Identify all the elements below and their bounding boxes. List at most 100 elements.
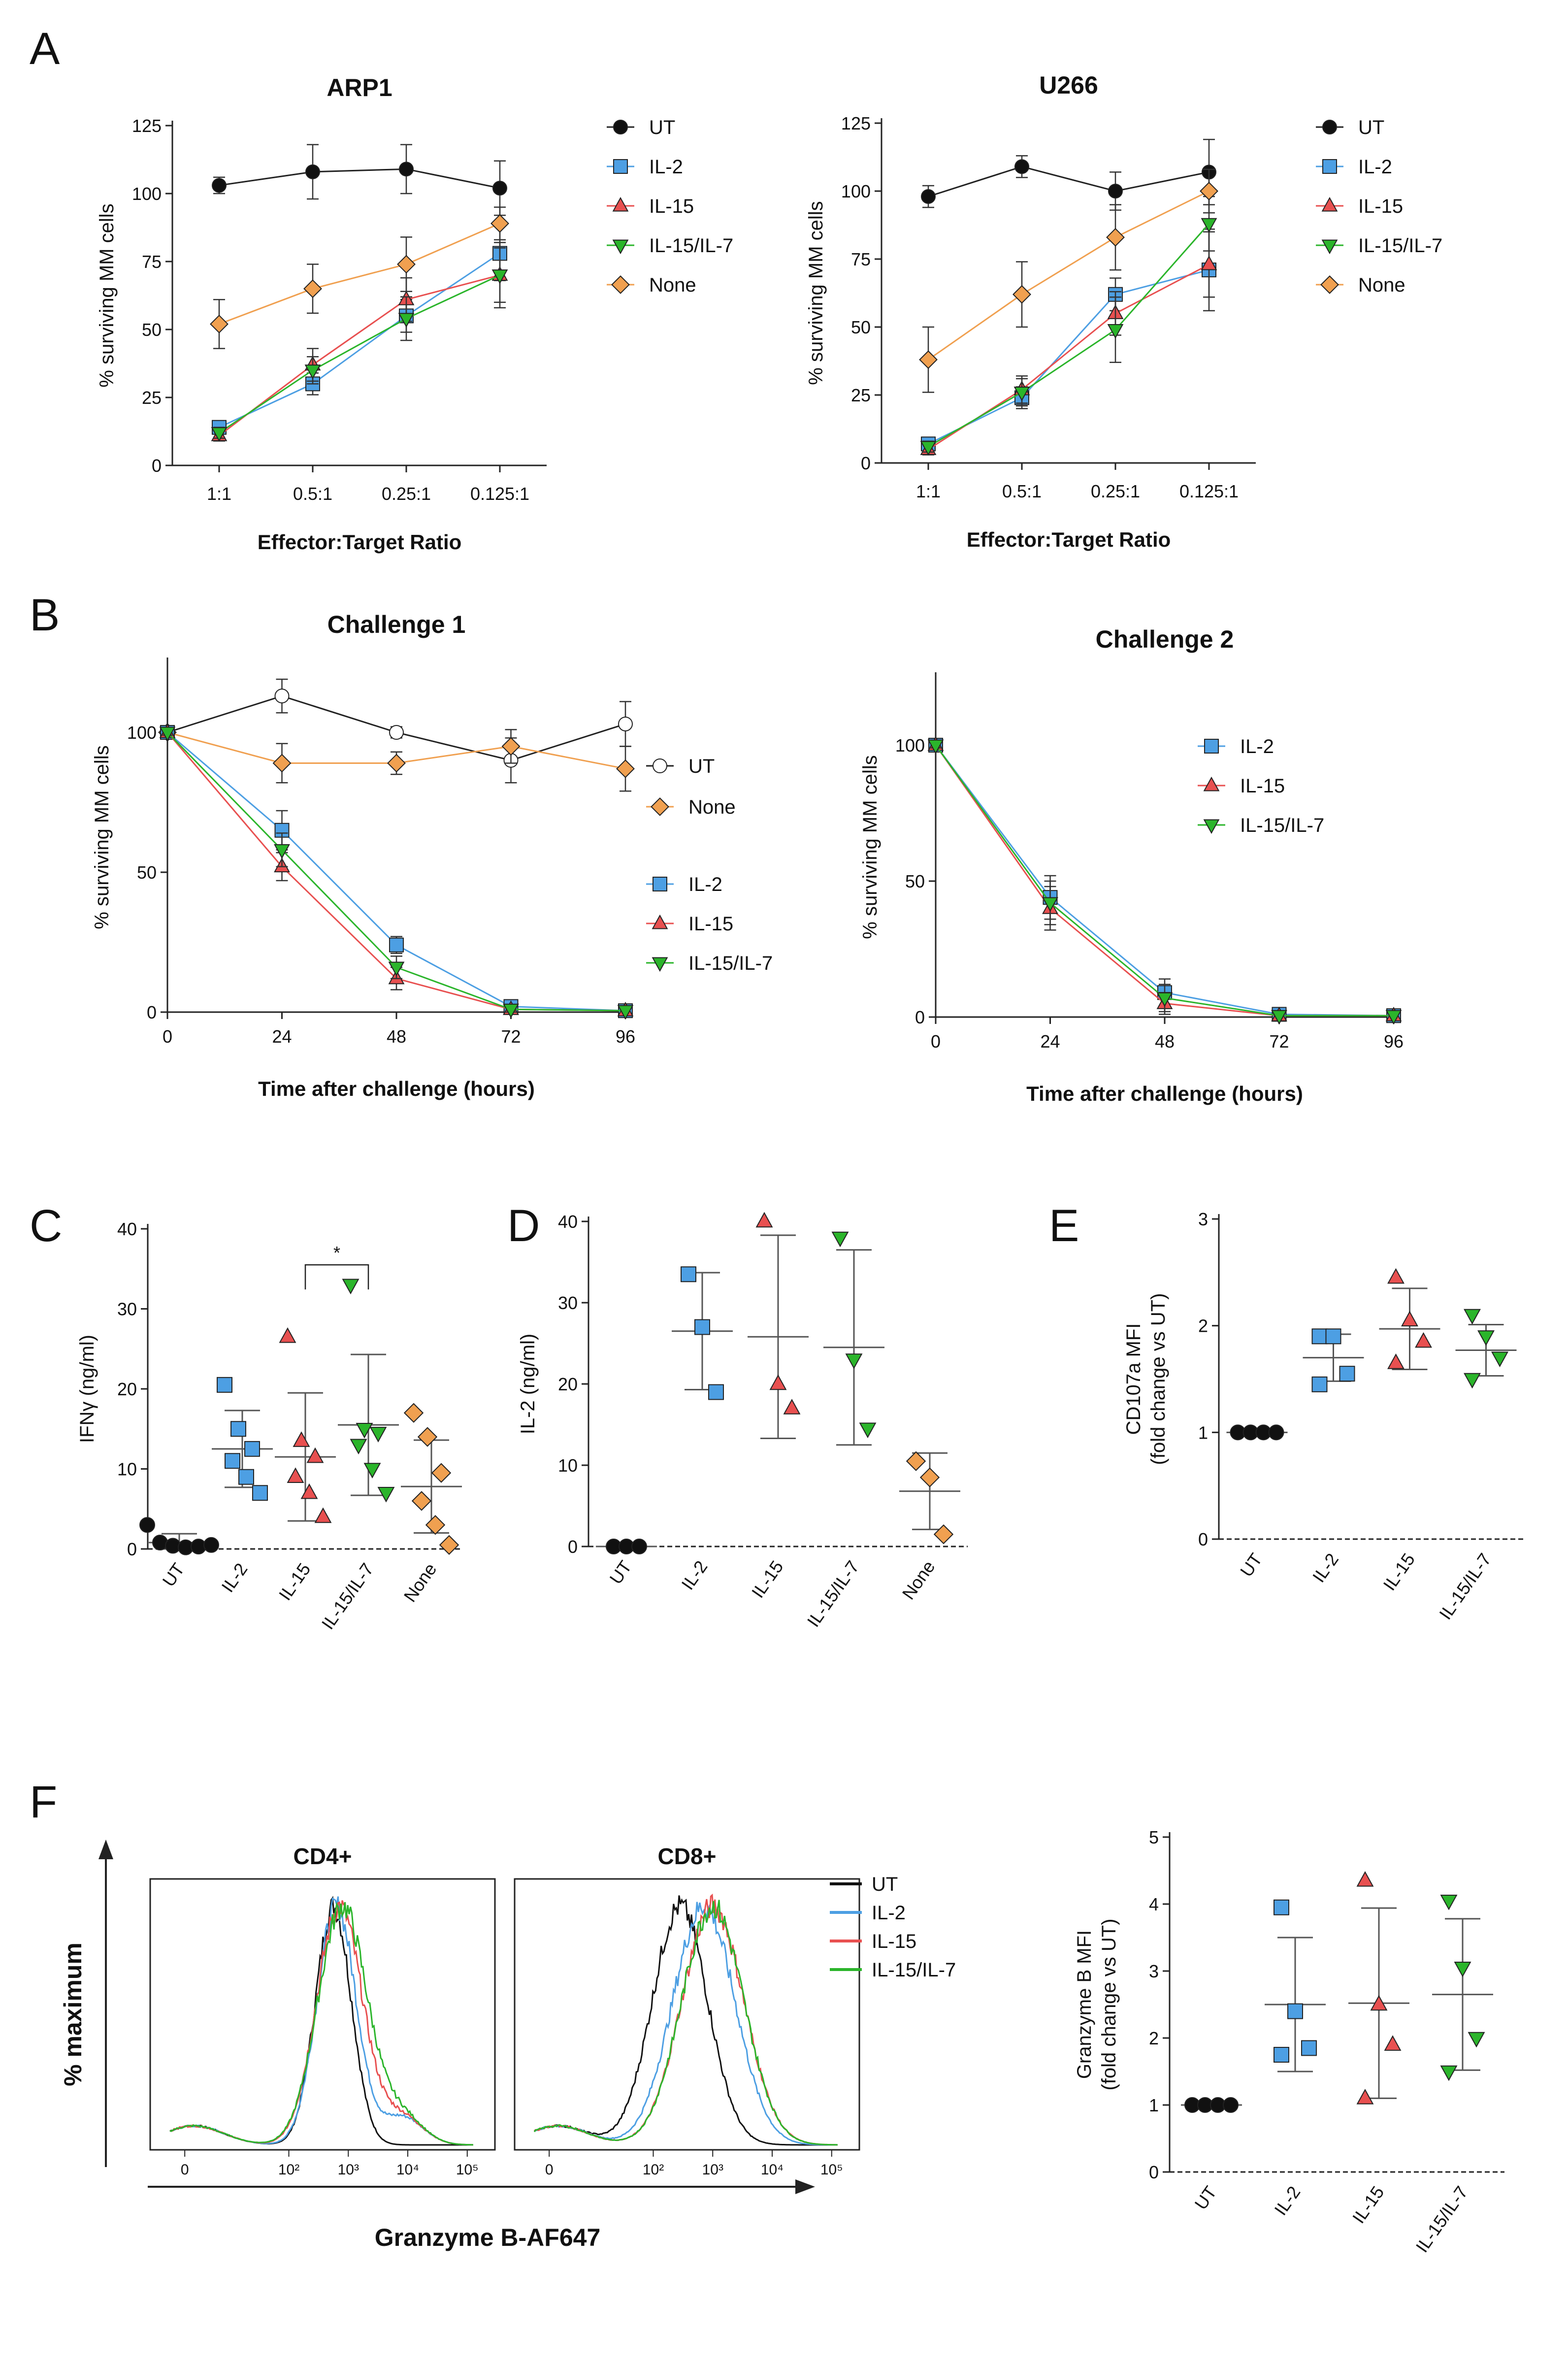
- legend-marker-il-15: [612, 197, 629, 212]
- y-tick-label: 30: [117, 1299, 137, 1319]
- x-tick-label: 10⁵: [456, 2162, 479, 2178]
- data-point-il-15: [279, 1327, 296, 1343]
- legend: IL-2 IL-15 IL-15/IL-7: [1198, 736, 1324, 836]
- data-point-ut: [152, 1535, 168, 1550]
- data-point-il-15-il-7: [1201, 218, 1217, 233]
- data-point-none: [1106, 228, 1125, 247]
- data-point-none: [403, 1403, 424, 1423]
- y-tick-label: 100: [127, 723, 157, 743]
- legend-marker-il-15-il-7: [652, 957, 668, 972]
- legend-marker-il-2: [613, 159, 628, 174]
- histogram-cd4: CD4+ 0 10² 10³ 10⁴ 10⁵: [149, 1843, 496, 2178]
- data-point-none: [1013, 285, 1031, 304]
- data-point-il-15-il-7: [1042, 897, 1058, 912]
- series-line-ut: [928, 165, 1209, 197]
- y-tick-label: 20: [558, 1374, 578, 1394]
- y-tick-label: 75: [142, 252, 162, 272]
- panel-letter-f: F: [30, 1777, 57, 1827]
- group-il-15-il-7: [1432, 1894, 1493, 2081]
- x-axis-label: Granzyme B-AF647: [375, 2224, 601, 2251]
- series-ut: [212, 144, 507, 216]
- data-point-il-2: [708, 1384, 724, 1400]
- panel-letter-b: B: [30, 590, 60, 640]
- y-axis-arrow-head: [98, 1840, 113, 1859]
- x-tick-label: 0.125:1: [470, 484, 529, 504]
- y-axis-label: Granzyme B MFI: [1074, 1930, 1095, 2079]
- y-tick-label: 10: [117, 1459, 137, 1480]
- legend: UT None IL-2 IL-15 IL-15/IL-7: [646, 756, 773, 974]
- data-point-il-15-il-7: [920, 441, 937, 456]
- x-tick-label: 0: [931, 1031, 941, 1052]
- histogram-frame: [514, 1878, 860, 2151]
- data-point-il-2: [1274, 2047, 1289, 2063]
- series-line-il-15: [219, 274, 500, 436]
- legend-label-il-15: IL-15: [872, 1931, 916, 1952]
- data-point-il-2: [1339, 1366, 1355, 1382]
- series-il-15-il-7: [927, 739, 1402, 1025]
- data-point-il-2: [1301, 2040, 1317, 2056]
- data-point-il-15-il-7: [369, 1427, 387, 1443]
- data-point-il-2: [1311, 1328, 1328, 1345]
- data-point-il-15-il-7: [617, 1005, 634, 1020]
- x-tick-label: 0.5:1: [1002, 481, 1042, 501]
- data-point-ut: [399, 162, 414, 177]
- legend-label-il-15: IL-15: [649, 196, 694, 217]
- x-tick-label: 72: [1269, 1031, 1289, 1052]
- histogram-title: CD8+: [658, 1843, 717, 1869]
- y-tick-label: 3: [1198, 1209, 1208, 1229]
- data-point-ut: [1223, 2097, 1239, 2113]
- data-point-il-2: [389, 937, 404, 953]
- data-point-none: [397, 255, 416, 274]
- legend-label-ut: UT: [1358, 117, 1384, 138]
- data-point-ut: [212, 178, 227, 193]
- legend-label-ut: UT: [649, 117, 675, 138]
- data-point-il-15-il-7: [859, 1422, 877, 1439]
- y-tick-label: 50: [137, 862, 157, 883]
- x-tick-label: 48: [387, 1026, 406, 1047]
- data-point-il-15-il-7: [1464, 1373, 1481, 1389]
- histogram-line-il-15-il-7: [533, 1900, 838, 2146]
- data-point-il-15-il-7: [274, 844, 290, 859]
- data-point-il-15-il-7: [845, 1353, 863, 1369]
- series-line-il-2: [219, 253, 500, 428]
- series-line-none: [219, 223, 500, 325]
- data-point-il-15-il-7: [831, 1231, 849, 1248]
- data-point-ut: [305, 164, 320, 179]
- legend-label-il-15-il-7: IL-15/IL-7: [872, 1959, 956, 1981]
- data-point-il-15-il-7: [491, 269, 508, 284]
- group-ut: [596, 1539, 657, 1554]
- legend-label-none: None: [649, 274, 696, 296]
- data-point-il-15-il-7: [211, 427, 228, 442]
- group-il-15: [1348, 1871, 1409, 2105]
- y-axis-label-line2: (fold change vs UT): [1147, 1293, 1169, 1465]
- legend-label-il-15-il-7: IL-15/IL-7: [1358, 235, 1442, 257]
- data-point-ut: [618, 716, 633, 731]
- chart-title: ARP1: [327, 74, 392, 101]
- series-none: [158, 723, 635, 792]
- group-il-15: [748, 1212, 809, 1440]
- data-point-ut: [1014, 159, 1029, 174]
- legend: UT IL-2 IL-15 IL-15/IL-7 None: [607, 117, 733, 296]
- y-tick-label: 1: [1198, 1422, 1208, 1443]
- group-il-15: [1379, 1268, 1440, 1370]
- chart-title: Challenge 2: [1096, 625, 1234, 653]
- y-axis-label: % surviving MM cells: [859, 755, 881, 939]
- histogram-legend: UT IL-2 IL-15 IL-15/IL-7: [830, 1874, 956, 1981]
- data-point-none: [616, 759, 635, 778]
- data-point-il-15-il-7: [1156, 992, 1173, 1007]
- x-tick-label: 0.25:1: [382, 484, 431, 504]
- data-point-none: [303, 279, 322, 298]
- group-none: [899, 1451, 960, 1545]
- x-axis-arrow-head: [795, 2179, 815, 2194]
- data-point-none: [272, 754, 292, 773]
- data-point-ut: [389, 725, 404, 740]
- legend: UT IL-2 IL-15 IL-15/IL-7 None: [1316, 117, 1442, 296]
- y-tick-label: 100: [841, 181, 871, 201]
- y-tick-label: 25: [142, 388, 162, 408]
- histogram-cd8: CD8+ 0 10² 10³ 10⁴ 10⁵: [514, 1843, 860, 2178]
- data-point-il-15-il-7: [1013, 386, 1030, 401]
- data-point-il-15-il-7: [304, 364, 321, 379]
- y-tick-label: 50: [142, 320, 162, 340]
- x-tick-label: 10³: [702, 2162, 723, 2178]
- x-tick-label: 0: [545, 2162, 554, 2178]
